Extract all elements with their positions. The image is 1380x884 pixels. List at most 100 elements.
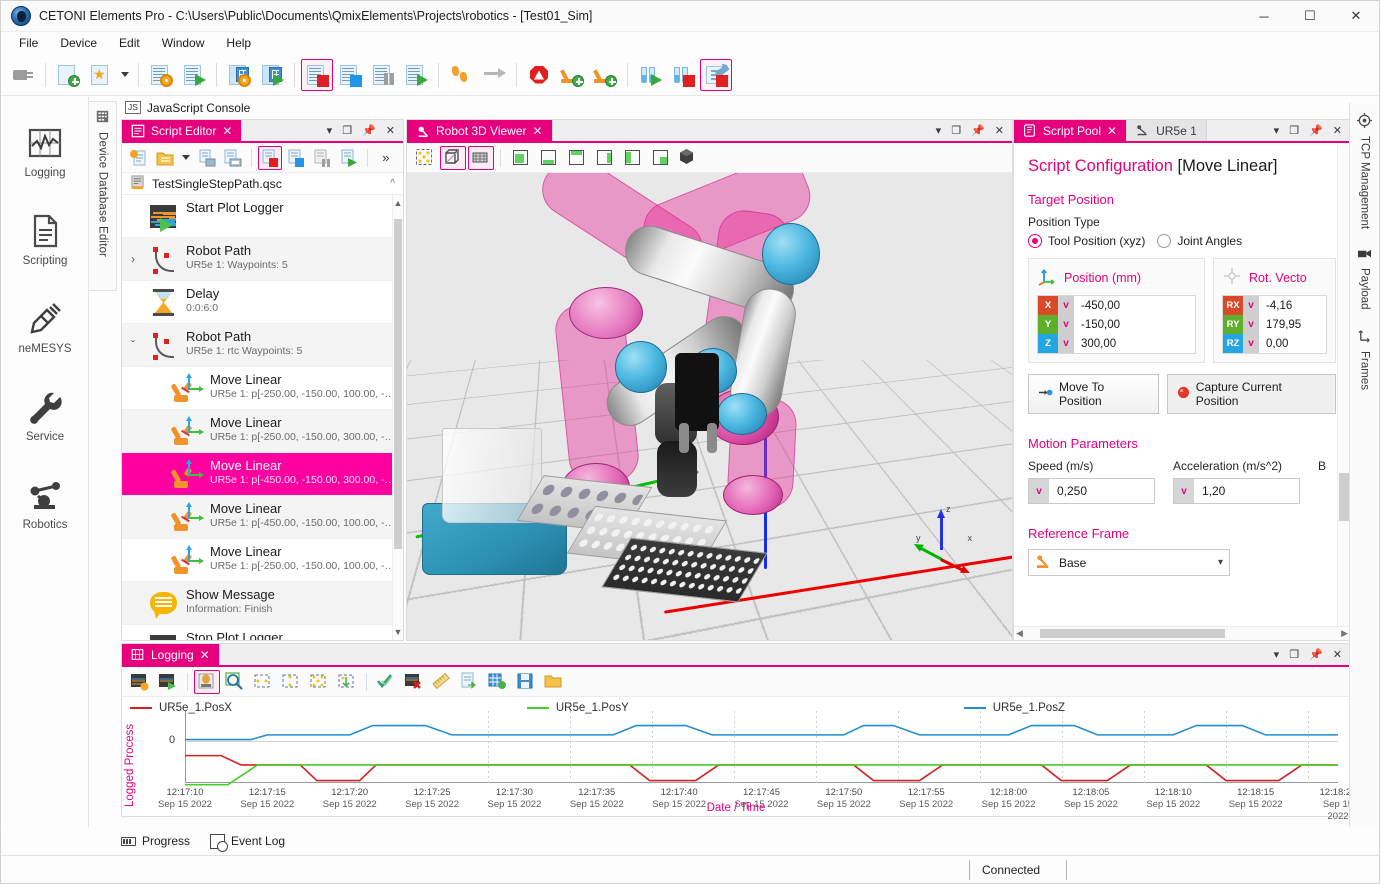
tab-tcp-management[interactable]: TCP Management bbox=[1357, 113, 1372, 229]
scroll-down-icon[interactable]: ▼ bbox=[393, 627, 403, 637]
open-plot-button[interactable] bbox=[541, 670, 567, 694]
field-row[interactable]: RY v 179,95 bbox=[1223, 315, 1326, 334]
tab-script-editor[interactable]: Script Editor ✕ bbox=[122, 120, 243, 141]
progress-item[interactable]: Progress bbox=[121, 834, 190, 848]
disconnect-device-button[interactable] bbox=[7, 59, 39, 91]
scroll-left-icon[interactable]: ◀ bbox=[1016, 628, 1023, 638]
favorites-button[interactable]: ★ bbox=[85, 59, 117, 91]
zoom-tool-button[interactable] bbox=[222, 670, 248, 694]
reset-script-button[interactable] bbox=[334, 59, 366, 91]
show-bounding-box-button[interactable] bbox=[440, 145, 466, 170]
float-icon[interactable]: ❐ bbox=[342, 125, 353, 137]
save-script-button[interactable] bbox=[194, 146, 218, 170]
sidebar-item-service[interactable]: Service bbox=[1, 371, 89, 459]
export-table-button[interactable] bbox=[485, 670, 511, 694]
menu-edit[interactable]: Edit bbox=[119, 36, 140, 50]
show-grid-button[interactable] bbox=[468, 145, 494, 170]
show-legend-button[interactable] bbox=[194, 669, 220, 694]
close-icon[interactable]: ✕ bbox=[1107, 123, 1118, 138]
save-as-button[interactable] bbox=[221, 146, 245, 170]
view-front-button[interactable] bbox=[507, 146, 533, 170]
node-expander[interactable] bbox=[124, 587, 142, 596]
menu-window[interactable]: Window bbox=[161, 36, 205, 50]
collapse-icon[interactable]: ^ bbox=[390, 178, 395, 189]
view-right-button[interactable] bbox=[647, 146, 673, 170]
fit-all-button[interactable] bbox=[306, 670, 332, 694]
scrollbar-thumb[interactable] bbox=[394, 219, 402, 549]
node-expander[interactable] bbox=[148, 372, 166, 381]
favorites-dropdown-button[interactable] bbox=[118, 59, 132, 91]
open-script-button[interactable] bbox=[153, 146, 177, 170]
fit-vertical-button[interactable] bbox=[278, 670, 304, 694]
calibration-stop-button[interactable] bbox=[700, 58, 732, 91]
node-expander[interactable]: › bbox=[131, 252, 135, 266]
script-node[interactable]: ˇ Robot Path UR5e 1: rtc Waypoints: 5 bbox=[122, 324, 403, 367]
panel-close-icon[interactable]: ✕ bbox=[1332, 649, 1342, 661]
pool-horizontal-scrollbar[interactable]: ◀ ▶ bbox=[1014, 626, 1350, 640]
view-back-button[interactable] bbox=[535, 146, 561, 170]
panel-close-icon[interactable]: ✕ bbox=[994, 125, 1004, 137]
device-database-editor-tab[interactable]: Device Database Editor bbox=[89, 101, 117, 291]
speed-input[interactable]: v 0,250 bbox=[1028, 478, 1155, 504]
node-expander[interactable] bbox=[124, 200, 142, 209]
logging-chart[interactable]: UR5e_1.PosX UR5e_1.PosY UR5e_1.PosZ Logg… bbox=[122, 697, 1356, 822]
add-robot-button[interactable] bbox=[556, 59, 588, 91]
script-node[interactable]: › Robot Path UR5e 1: Waypoints: 5 bbox=[122, 238, 403, 281]
open-dropdown-button[interactable] bbox=[179, 146, 192, 170]
clear-plot-button[interactable] bbox=[401, 670, 427, 694]
step-over-button[interactable] bbox=[478, 59, 510, 91]
close-button[interactable]: ✕ bbox=[1350, 8, 1362, 23]
pin-icon[interactable]: 📌 bbox=[971, 125, 985, 137]
database-run-button[interactable] bbox=[256, 59, 288, 91]
save-plot-button[interactable] bbox=[513, 670, 539, 694]
field-row[interactable]: RZ v 0,00 bbox=[1223, 334, 1326, 353]
close-icon[interactable]: ✕ bbox=[532, 123, 543, 138]
sidebar-item-scripting[interactable]: Scripting bbox=[1, 195, 89, 283]
database-settings-button[interactable] bbox=[223, 59, 255, 91]
script-node[interactable]: Move Linear UR5e 1: p[-250.00, -150.00, 1… bbox=[122, 367, 403, 410]
view-left-button[interactable] bbox=[619, 146, 645, 170]
node-expander[interactable]: ˇ bbox=[131, 338, 135, 352]
script-node[interactable]: Start Plot Logger bbox=[122, 195, 403, 238]
node-expander[interactable] bbox=[148, 544, 166, 553]
sidebar-item-logging[interactable]: Logging bbox=[1, 107, 89, 195]
sidebar-item-robotics[interactable]: Robotics bbox=[1, 459, 89, 547]
script-node[interactable]: Delay 0:0:6:0 bbox=[122, 281, 403, 324]
stop-script-button[interactable] bbox=[301, 58, 333, 91]
float-icon[interactable]: ❐ bbox=[1289, 649, 1300, 661]
pin-icon[interactable]: 📌 bbox=[362, 125, 376, 137]
radio-tool-position[interactable]: Tool Position (xyz) bbox=[1028, 234, 1145, 248]
script-file-row[interactable]: TestSingleStepPath.qsc ^ bbox=[122, 173, 403, 195]
panel-close-icon[interactable]: ✕ bbox=[1332, 125, 1342, 137]
tab-script-pool[interactable]: Script Pool ✕ bbox=[1014, 120, 1128, 141]
script-node[interactable]: Move Linear UR5e 1: p[-250.00, -150.00, 1… bbox=[122, 539, 403, 582]
tab-payload[interactable]: Payload bbox=[1357, 247, 1372, 310]
more-commands-button[interactable]: » bbox=[374, 146, 398, 170]
minimize-button[interactable]: ─ bbox=[1259, 8, 1269, 24]
tab-logging[interactable]: Logging ✕ bbox=[122, 644, 220, 665]
node-expander[interactable] bbox=[148, 501, 166, 510]
menu-help[interactable]: Help bbox=[226, 36, 252, 50]
tab-robot-3d-viewer[interactable]: Robot 3D Viewer ✕ bbox=[407, 120, 553, 141]
panel-menu-icon[interactable]: ▾ bbox=[1273, 649, 1280, 661]
scrollbar-thumb[interactable] bbox=[1040, 629, 1225, 638]
javascript-console-tab[interactable]: JS JavaScript Console bbox=[125, 97, 250, 118]
float-icon[interactable]: ❐ bbox=[1289, 125, 1300, 137]
pin-icon[interactable]: 📌 bbox=[1309, 649, 1323, 661]
node-expander[interactable] bbox=[148, 458, 166, 467]
pause-script-button[interactable] bbox=[367, 59, 399, 91]
tab-ur5e-1[interactable]: UR5e 1 bbox=[1127, 120, 1207, 141]
pool-vertical-scrollbar[interactable] bbox=[1337, 143, 1350, 626]
accept-changes-button[interactable] bbox=[373, 670, 399, 694]
start-logging-button[interactable] bbox=[155, 670, 181, 694]
add-robot-tool-button[interactable] bbox=[589, 59, 621, 91]
maximize-button[interactable]: ☐ bbox=[1304, 8, 1316, 23]
panel-menu-icon[interactable]: ▾ bbox=[935, 125, 942, 137]
menu-file[interactable]: File bbox=[19, 36, 39, 50]
auto-scale-button[interactable] bbox=[334, 670, 360, 694]
script-node[interactable]: Show Message Information: Finish bbox=[122, 582, 403, 625]
capture-current-position-button[interactable]: Capture Current Position bbox=[1166, 374, 1336, 414]
new-window-button[interactable] bbox=[52, 59, 84, 91]
